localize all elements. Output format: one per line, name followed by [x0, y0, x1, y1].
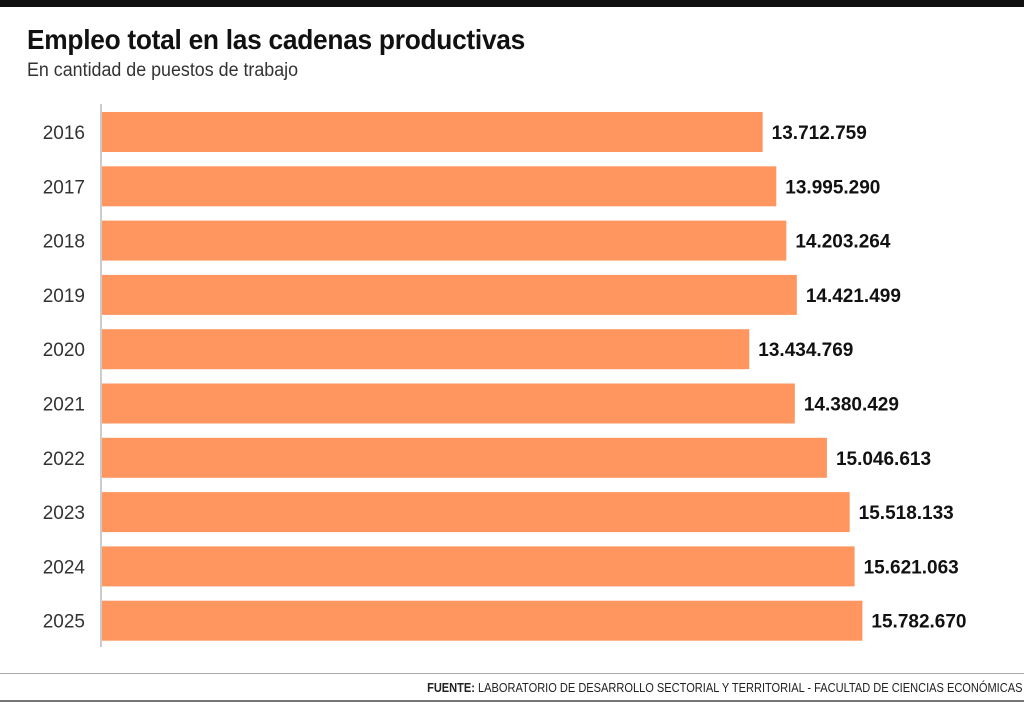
- value-label-2018: 14.203.264: [795, 232, 891, 253]
- bar-2018: [102, 220, 787, 261]
- value-label-2017: 13.995.290: [785, 177, 880, 198]
- source-text: LABORATORIO DE DESARROLLO SECTORIAL Y TE…: [474, 680, 1022, 695]
- source-note: FUENTE: LABORATORIO DE DESARROLLO SECTOR…: [427, 680, 1022, 695]
- value-label-2022: 15.046.613: [836, 449, 931, 470]
- year-label-2017: 2017: [43, 177, 85, 198]
- year-label-2022: 2022: [43, 449, 85, 470]
- value-label-2019: 14.421.499: [806, 286, 901, 307]
- year-label-2024: 2024: [43, 557, 86, 578]
- bar-2025: [102, 600, 863, 641]
- value-label-2023: 15.518.133: [859, 503, 954, 524]
- year-label-2023: 2023: [43, 503, 85, 524]
- chart-title: Empleo total en las cadenas productivas: [27, 24, 526, 55]
- year-label-2021: 2021: [43, 395, 85, 416]
- chart-subtitle: En cantidad de puestos de trabajo: [27, 60, 299, 81]
- year-label-2019: 2019: [43, 286, 85, 307]
- value-label-2021: 14.380.429: [804, 395, 899, 416]
- value-label-2020: 13.434.769: [758, 340, 853, 361]
- bar-2017: [102, 166, 777, 207]
- bar-2022: [102, 437, 827, 478]
- source-label: FUENTE:: [426, 680, 475, 695]
- value-label-2016: 13.712.759: [772, 123, 867, 144]
- bar-2024: [102, 546, 855, 587]
- top-border: [0, 0, 1024, 7]
- bar-2021: [102, 383, 795, 424]
- year-label-2025: 2025: [43, 612, 85, 633]
- year-label-2016: 2016: [43, 123, 85, 144]
- value-label-2025: 15.782.670: [871, 612, 966, 633]
- bar-2019: [102, 274, 797, 315]
- bottom-border: [0, 700, 1024, 702]
- bar-2016: [102, 112, 763, 152]
- year-label-2018: 2018: [43, 232, 85, 253]
- bar-2023: [102, 492, 850, 533]
- footer-divider: [0, 673, 1024, 674]
- bar-2020: [102, 329, 750, 370]
- value-label-2024: 15.621.063: [864, 557, 959, 578]
- year-label-2020: 2020: [43, 340, 85, 361]
